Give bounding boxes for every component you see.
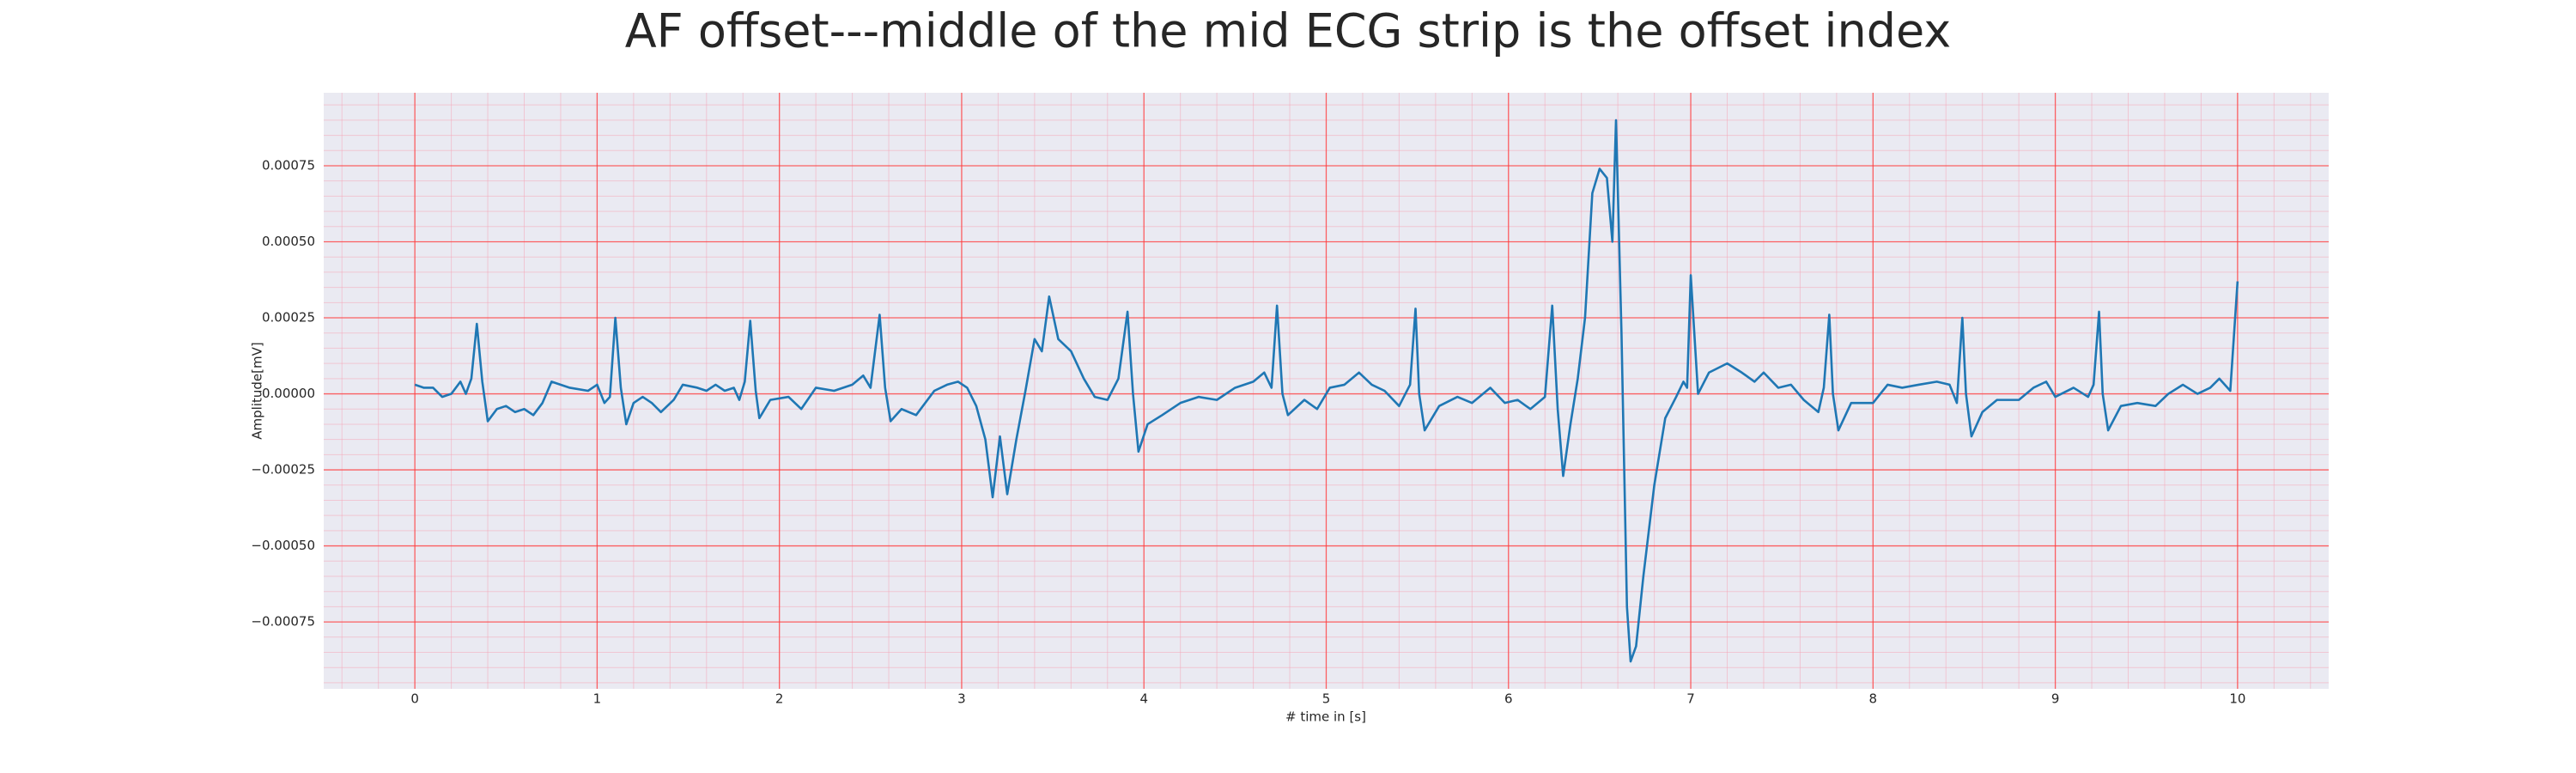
- x-tick-label: 7: [1686, 691, 1695, 707]
- x-tick-label: 0: [410, 691, 419, 707]
- x-tick-label: 5: [1322, 691, 1331, 707]
- x-tick-label: 2: [775, 691, 784, 707]
- y-tick-label: 0.00000: [262, 386, 315, 401]
- x-axis-label: # time in [s]: [1285, 709, 1366, 725]
- x-tick-label: 3: [957, 691, 966, 707]
- chart-title: AF offset---middle of the mid ECG strip …: [625, 4, 1952, 58]
- y-tick-label: 0.00050: [262, 234, 315, 249]
- x-tick-label: 4: [1139, 691, 1148, 707]
- y-tick-label: −0.00050: [251, 538, 315, 553]
- y-tick-label: 0.00025: [262, 310, 315, 326]
- x-tick-label: 10: [2229, 691, 2245, 707]
- y-axis-label: Amplitude[mV]: [250, 342, 265, 439]
- y-tick-label: 0.00075: [262, 157, 315, 173]
- x-tick-label: 1: [593, 691, 602, 707]
- major-grid: [324, 93, 2329, 689]
- x-tick-label: 9: [2051, 691, 2060, 707]
- y-tick-label: −0.00025: [251, 462, 315, 478]
- x-tick-label: 8: [1869, 691, 1878, 707]
- y-tick-label: −0.00075: [251, 614, 315, 630]
- ecg-line: [414, 119, 2239, 663]
- x-tick-label: 6: [1504, 691, 1513, 707]
- marks: [414, 119, 2239, 663]
